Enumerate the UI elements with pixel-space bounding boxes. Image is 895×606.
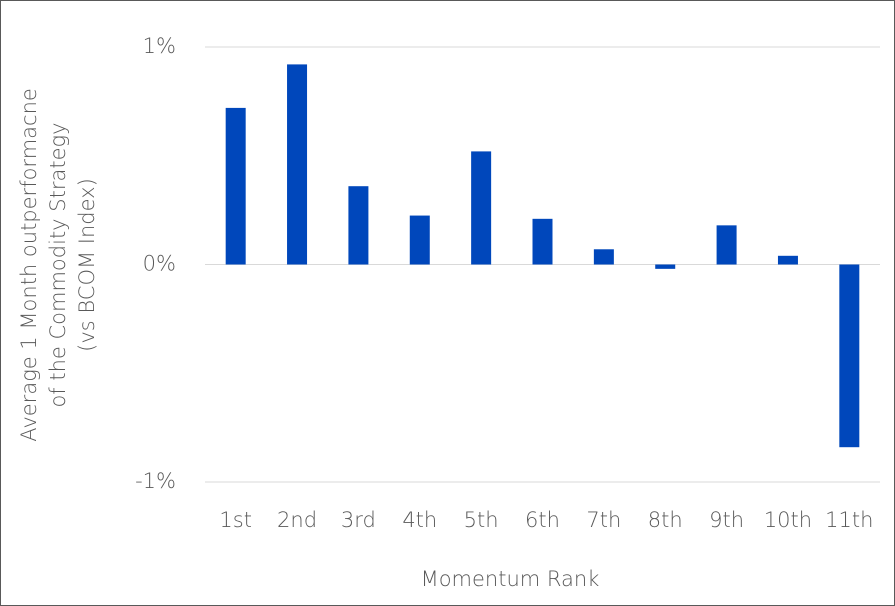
x-tick-label: 10th [764, 508, 812, 532]
y-tick-label: 0% [143, 252, 176, 276]
bar [348, 186, 369, 265]
y-tick-label: 1% [143, 34, 176, 58]
x-tick-label: 6th [525, 508, 560, 532]
bar [839, 264, 860, 448]
x-tick-label: 3rd [341, 508, 376, 532]
bar [593, 249, 614, 265]
bar [471, 151, 492, 265]
bar [716, 225, 737, 265]
x-tick-label: 5th [464, 508, 499, 532]
bar [225, 107, 246, 265]
x-tick-label: 7th [586, 508, 621, 532]
x-tick-label: 2nd [277, 508, 317, 532]
bar [409, 215, 430, 265]
y-axis-title: of the Commodity Strategy [46, 122, 70, 407]
x-tick-label: 1st [219, 508, 252, 532]
y-axis-title: Average 1 Month outperformacne [17, 88, 41, 442]
x-axis-title: Momentum Rank [421, 567, 600, 591]
x-tick-label: 4th [402, 508, 437, 532]
bar [777, 255, 798, 265]
x-tick-label: 9th [709, 508, 744, 532]
x-tick-label: 11th [825, 508, 873, 532]
bar [532, 218, 553, 265]
bar [655, 264, 676, 269]
y-axis-title: (vs BCOM Index) [75, 178, 99, 352]
bar [287, 64, 308, 265]
y-tick-label: -1% [135, 469, 176, 493]
x-tick-label: 8th [648, 508, 683, 532]
